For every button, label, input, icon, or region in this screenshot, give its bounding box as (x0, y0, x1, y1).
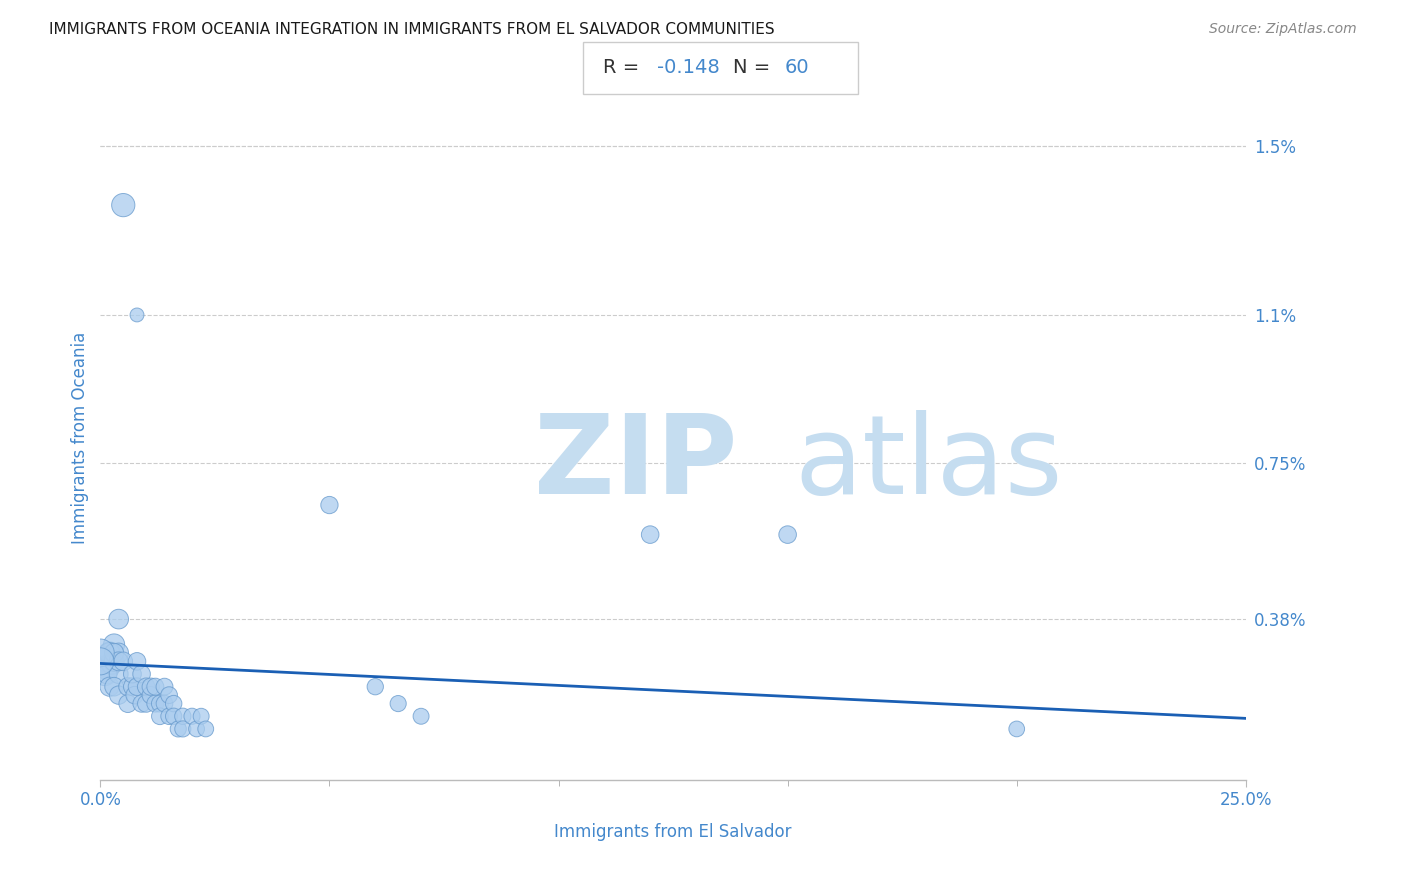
Point (94, 667, 117, 681)
Point (107, 612, 129, 626)
Point (364, 680, 387, 694)
Text: R =: R = (603, 58, 645, 78)
Point (149, 709, 172, 723)
Point (121, 667, 143, 681)
Text: atlas: atlas (794, 410, 1063, 517)
Point (117, 697, 139, 711)
Point (157, 688, 180, 702)
Point (409, 709, 432, 723)
Point (172, 709, 194, 723)
Point (167, 722, 190, 736)
Point (143, 697, 166, 711)
Point (107, 667, 129, 681)
Point (135, 697, 157, 711)
Point (94, 652, 117, 666)
Point (103, 646, 125, 660)
Point (131, 697, 153, 711)
Point (125, 308, 148, 322)
Point (153, 680, 176, 694)
Point (103, 654, 125, 668)
Point (98, 646, 121, 660)
Point (107, 688, 129, 702)
Point (125, 654, 148, 668)
X-axis label: Immigrants from El Salvador: Immigrants from El Salvador (554, 823, 792, 841)
Point (117, 680, 139, 694)
Text: -0.148: -0.148 (657, 58, 720, 78)
Point (153, 697, 176, 711)
Point (139, 688, 162, 702)
Text: IMMIGRANTS FROM OCEANIA INTEGRATION IN IMMIGRANTS FROM EL SALVADOR COMMUNITIES: IMMIGRANTS FROM OCEANIA INTEGRATION IN I… (49, 22, 775, 37)
Point (143, 680, 166, 694)
Point (1005, 722, 1028, 736)
Point (103, 654, 125, 668)
Point (124, 688, 146, 702)
Point (172, 722, 194, 736)
Point (638, 527, 661, 541)
Point (98, 680, 121, 694)
Text: N =: N = (733, 58, 776, 78)
Point (318, 498, 340, 512)
Y-axis label: Immigrants from Oceania: Immigrants from Oceania (72, 331, 89, 543)
Point (190, 709, 212, 723)
Point (194, 722, 217, 736)
Point (103, 637, 125, 651)
Point (163, 697, 186, 711)
Point (89, 654, 111, 668)
Point (181, 709, 204, 723)
Point (96, 667, 118, 681)
Point (776, 527, 799, 541)
Point (89, 646, 111, 660)
Point (103, 680, 125, 694)
Text: 60: 60 (785, 58, 810, 78)
Text: Source: ZipAtlas.com: Source: ZipAtlas.com (1209, 22, 1357, 37)
Point (186, 722, 208, 736)
Point (96, 661, 118, 675)
Point (163, 709, 186, 723)
Point (107, 646, 129, 660)
Point (157, 709, 180, 723)
Point (121, 680, 143, 694)
Point (98, 646, 121, 660)
Point (387, 697, 409, 711)
Point (112, 198, 135, 212)
Point (131, 667, 153, 681)
Point (125, 680, 148, 694)
Point (107, 654, 129, 668)
Point (149, 697, 172, 711)
Point (101, 657, 124, 671)
Point (139, 680, 162, 694)
Point (112, 654, 135, 668)
Text: ZIP: ZIP (534, 410, 738, 517)
Point (135, 680, 157, 694)
